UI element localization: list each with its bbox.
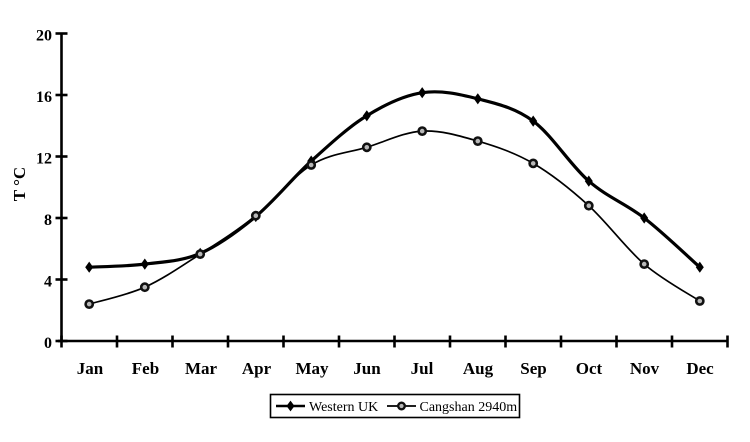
- svg-text:Cangshan 2940m: Cangshan 2940m: [420, 400, 518, 415]
- svg-text:Jul: Jul: [411, 359, 434, 378]
- svg-text:Jan: Jan: [77, 359, 104, 378]
- svg-text:Apr: Apr: [242, 359, 272, 378]
- svg-text:Oct: Oct: [576, 359, 603, 378]
- svg-text:T °C: T °C: [10, 167, 29, 201]
- svg-text:Nov: Nov: [630, 359, 660, 378]
- svg-text:Sep: Sep: [520, 359, 546, 378]
- svg-text:Western UK: Western UK: [309, 400, 378, 415]
- svg-text:0: 0: [44, 335, 52, 352]
- svg-text:Jun: Jun: [353, 359, 381, 378]
- svg-text:May: May: [295, 359, 329, 378]
- svg-text:12: 12: [36, 151, 52, 168]
- svg-text:Aug: Aug: [463, 359, 494, 378]
- svg-text:20: 20: [36, 28, 52, 45]
- svg-text:Feb: Feb: [132, 359, 159, 378]
- svg-text:Dec: Dec: [686, 359, 714, 378]
- svg-text:8: 8: [44, 212, 52, 229]
- svg-text:4: 4: [44, 274, 52, 291]
- svg-text:16: 16: [36, 89, 52, 106]
- svg-text:Mar: Mar: [185, 359, 218, 378]
